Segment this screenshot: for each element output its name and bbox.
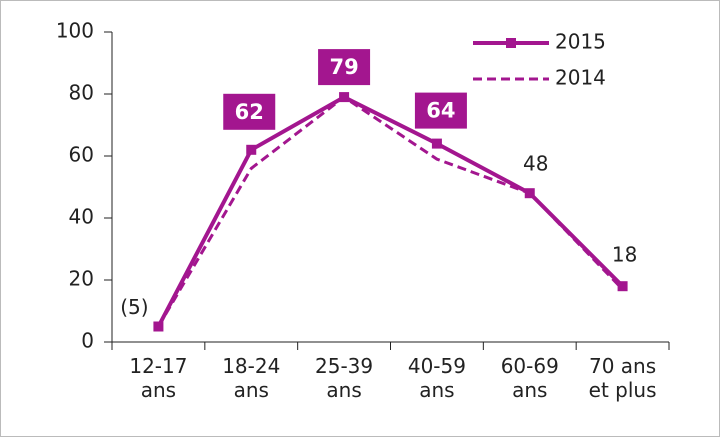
marker: [617, 281, 628, 292]
value-label: (5): [120, 295, 148, 319]
value-label: 48: [523, 152, 548, 176]
value-label: 79: [329, 55, 358, 79]
line: [157, 95, 624, 328]
x-tick-label: 25-39 ans: [315, 354, 374, 402]
marker: [339, 92, 350, 103]
marker: [524, 188, 535, 199]
value-label: 62: [235, 100, 264, 124]
marker: [153, 321, 164, 332]
label-box: [318, 49, 371, 86]
legend-label: 2014: [555, 66, 606, 90]
y-tick-label: 40: [69, 205, 94, 229]
marker: [431, 138, 442, 149]
value-label: 18: [612, 243, 637, 267]
marker: [246, 144, 257, 155]
x-tick-label: 60-69 ans: [500, 354, 559, 402]
x-tick-label: 40-59 ans: [407, 354, 466, 402]
x-tick-label: 18-24 ans: [222, 354, 281, 402]
y-tick-label: 0: [81, 329, 94, 353]
y-tick-label: 100: [56, 19, 94, 43]
legend-marker: [506, 38, 516, 48]
value-label: 64: [426, 99, 455, 123]
y-tick-label: 20: [69, 267, 94, 291]
label-box: [223, 93, 276, 130]
x-tick-label: 70 ans et plus: [588, 354, 657, 402]
legend-label: 2015: [555, 30, 606, 54]
label-box: [414, 92, 467, 129]
x-tick-label: 12-17 ans: [129, 354, 188, 402]
y-tick-label: 60: [69, 143, 94, 167]
y-tick-label: 80: [69, 81, 94, 105]
line: [156, 94, 624, 328]
